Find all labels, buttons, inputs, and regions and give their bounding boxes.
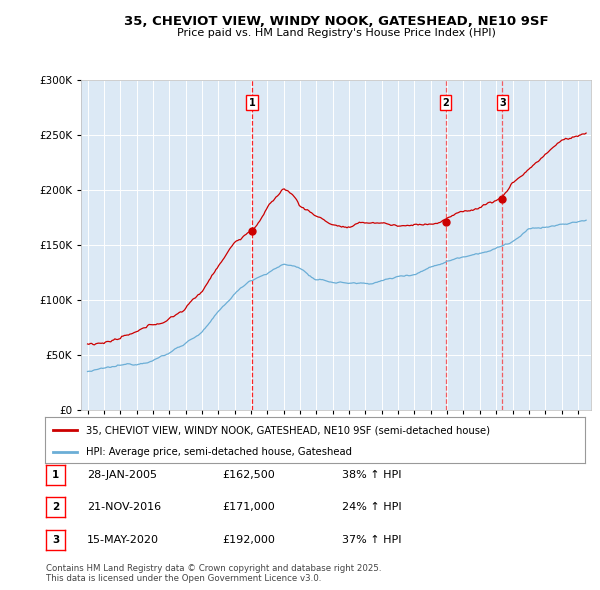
Text: 2: 2 <box>52 503 59 512</box>
Text: £171,000: £171,000 <box>222 503 275 512</box>
Text: 15-MAY-2020: 15-MAY-2020 <box>87 535 159 545</box>
Text: 21-NOV-2016: 21-NOV-2016 <box>87 503 161 512</box>
Text: 24% ↑ HPI: 24% ↑ HPI <box>342 503 401 512</box>
Text: 38% ↑ HPI: 38% ↑ HPI <box>342 470 401 480</box>
Text: 2: 2 <box>442 98 449 108</box>
Text: Contains HM Land Registry data © Crown copyright and database right 2025.
This d: Contains HM Land Registry data © Crown c… <box>46 563 382 583</box>
Text: 35, CHEVIOT VIEW, WINDY NOOK, GATESHEAD, NE10 9SF (semi-detached house): 35, CHEVIOT VIEW, WINDY NOOK, GATESHEAD,… <box>86 425 490 435</box>
Text: Price paid vs. HM Land Registry's House Price Index (HPI): Price paid vs. HM Land Registry's House … <box>176 28 496 38</box>
Text: HPI: Average price, semi-detached house, Gateshead: HPI: Average price, semi-detached house,… <box>86 447 352 457</box>
Text: 35, CHEVIOT VIEW, WINDY NOOK, GATESHEAD, NE10 9SF: 35, CHEVIOT VIEW, WINDY NOOK, GATESHEAD,… <box>124 15 548 28</box>
Text: £162,500: £162,500 <box>222 470 275 480</box>
Text: 3: 3 <box>499 98 506 108</box>
Text: £192,000: £192,000 <box>222 535 275 545</box>
Text: 3: 3 <box>52 535 59 545</box>
Text: 1: 1 <box>52 470 59 480</box>
Text: 37% ↑ HPI: 37% ↑ HPI <box>342 535 401 545</box>
Text: 28-JAN-2005: 28-JAN-2005 <box>87 470 157 480</box>
Text: 1: 1 <box>249 98 256 108</box>
